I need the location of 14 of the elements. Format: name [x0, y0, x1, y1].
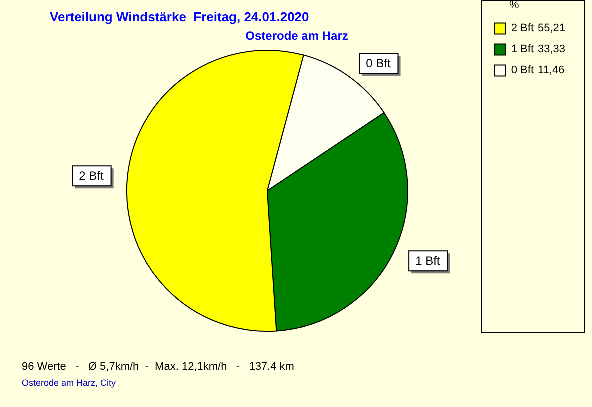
slice-label: 1 Bft — [416, 254, 441, 268]
slice-label: 2 Bft — [79, 168, 104, 183]
legend-label: 2 Bft — [511, 22, 534, 35]
chart-title: Verteilung Windstärke Freitag, 24.01.2020 — [50, 9, 310, 24]
data-label: 33,33 — [538, 44, 566, 56]
text: Osterode am Harz — [246, 29, 348, 44]
text: Osterode am Harz, City — [22, 378, 117, 388]
data-label: 11,46 — [538, 64, 565, 77]
legend-title: % — [510, 0, 520, 12]
text: 96 Werte - Ø 5,7km/h - Max. 12,1km/h - 137.4 km — [22, 361, 294, 373]
legend-label: 0 Bft — [511, 64, 534, 77]
legend-label: 1 Bft — [511, 44, 534, 56]
slice-label: 0 Bft — [366, 56, 392, 70]
data-label: 55,21 — [538, 22, 566, 35]
